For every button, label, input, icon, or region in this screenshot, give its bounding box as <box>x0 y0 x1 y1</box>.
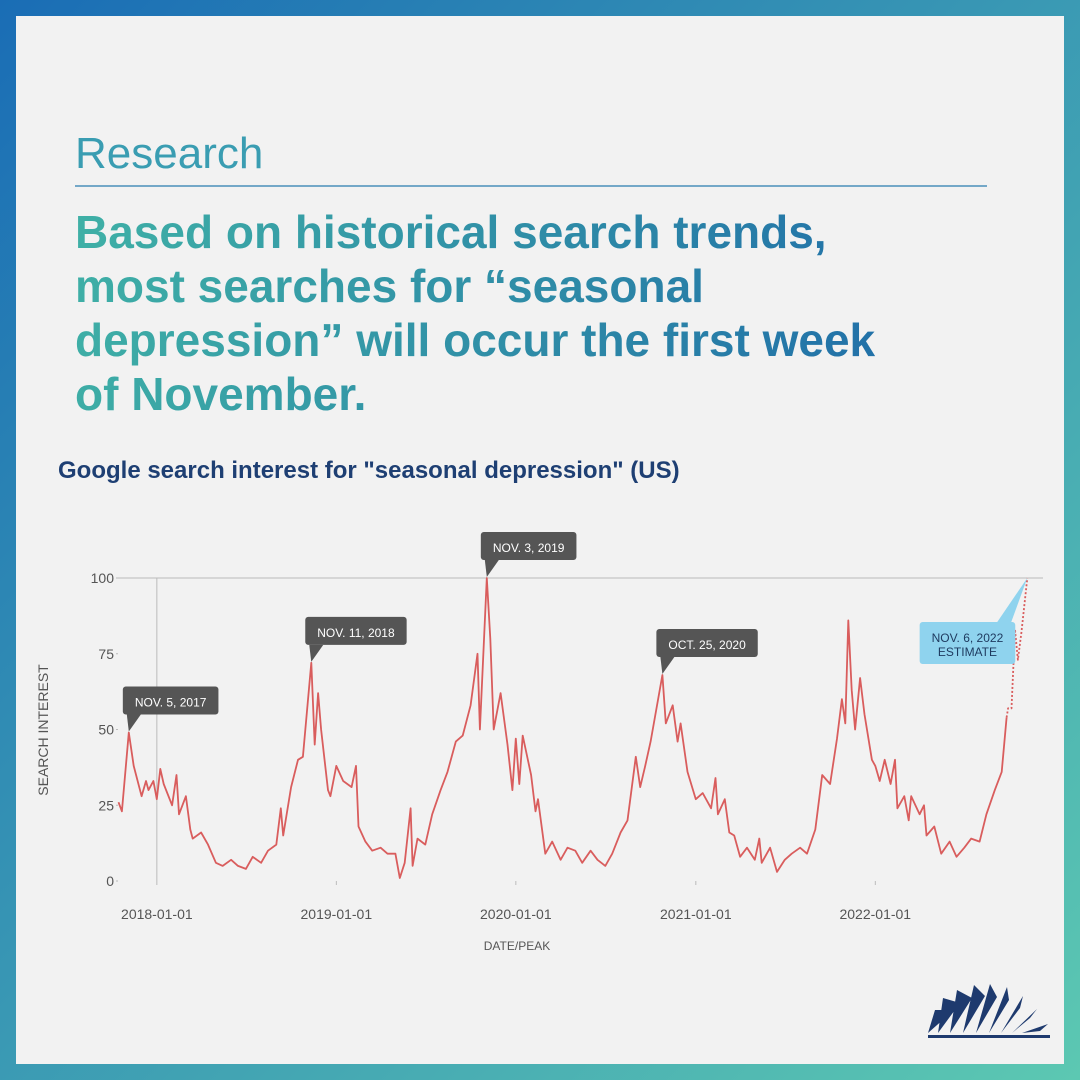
x-tick-label: 2020-01-01 <box>480 906 552 922</box>
headline-line: depression” will occur the first week <box>75 314 876 366</box>
x-tick-label: 2018-01-01 <box>121 906 193 922</box>
annotation-pointer <box>997 578 1028 622</box>
headline: Based on historical search trends,most s… <box>75 206 876 420</box>
y-tick-label: 100 <box>91 570 115 586</box>
annotation-text: NOV. 5, 2017 <box>135 696 207 710</box>
annotation: NOV. 11, 2018 <box>305 616 407 662</box>
annotation-pointer <box>660 656 675 674</box>
headline-line: of November. <box>75 368 366 420</box>
annotation-text: ESTIMATE <box>938 645 997 659</box>
headline-line: most searches for “seasonal <box>75 260 704 312</box>
annotation-pointer <box>484 560 499 577</box>
chart-title: Google search interest for "seasonal dep… <box>58 457 680 484</box>
x-tick-label: 2019-01-01 <box>301 906 373 922</box>
y-tick-label: 0 <box>106 873 114 889</box>
logo <box>928 984 1050 1038</box>
x-tick-label: 2021-01-01 <box>660 906 732 922</box>
annotation-pointer <box>309 644 324 662</box>
y-tick-label: 50 <box>98 722 114 738</box>
annotation-box <box>305 616 407 645</box>
x-axis-label: DATE/PEAK <box>484 939 550 953</box>
series-line <box>117 577 1008 879</box>
annotation-box <box>122 686 219 715</box>
annotation-box <box>656 628 758 657</box>
x-tick-label: 2022-01-01 <box>839 906 911 922</box>
annotation-text: OCT. 25, 2020 <box>668 638 746 652</box>
headline-line: Based on historical search trends, <box>75 206 827 258</box>
kicker: Research <box>75 129 263 178</box>
annotation-text: NOV. 3, 2019 <box>493 541 565 555</box>
annotation-text: NOV. 11, 2018 <box>317 626 395 640</box>
annotation-text: NOV. 6, 2022 <box>932 631 1004 645</box>
series-line <box>1005 577 1029 718</box>
annotation-box <box>919 622 1016 664</box>
y-axis-label: SEARCH INTEREST <box>35 664 51 796</box>
annotation-pointer <box>126 714 141 732</box>
y-tick-label: 75 <box>98 646 114 662</box>
y-tick-label: 25 <box>98 797 114 813</box>
annotation: OCT. 25, 2020 <box>656 628 758 674</box>
annotation: NOV. 3, 2019 <box>480 532 577 577</box>
annotation-box <box>480 532 577 560</box>
logo-rays <box>928 984 1050 1038</box>
annotation: NOV. 5, 2017 <box>122 686 219 732</box>
